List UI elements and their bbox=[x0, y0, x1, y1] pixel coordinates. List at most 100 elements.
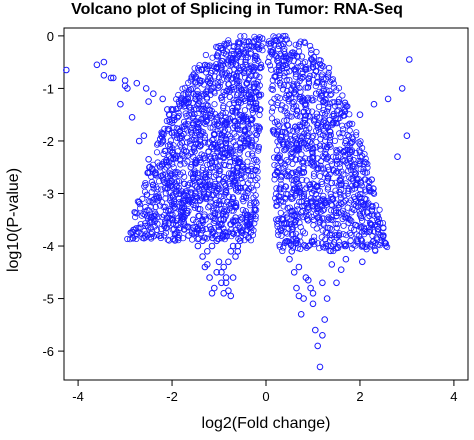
cloud-point bbox=[319, 109, 326, 117]
cloud-point bbox=[249, 39, 256, 46]
cloud-point bbox=[130, 235, 137, 242]
cloud-point bbox=[253, 131, 261, 138]
cloud-point bbox=[274, 220, 281, 227]
data-point bbox=[366, 184, 373, 192]
cloud-point bbox=[315, 165, 322, 172]
cloud-point bbox=[237, 135, 244, 142]
cloud-point bbox=[282, 183, 290, 190]
cloud-point bbox=[193, 229, 200, 236]
cloud-point bbox=[327, 216, 334, 223]
data-point bbox=[128, 114, 136, 121]
cloud-point bbox=[356, 141, 363, 148]
cloud-point bbox=[220, 49, 227, 57]
cloud-point bbox=[235, 47, 242, 55]
cloud-point bbox=[273, 69, 280, 76]
y-tick-label: -4 bbox=[42, 239, 54, 254]
cloud-point bbox=[248, 165, 255, 172]
cloud-point bbox=[206, 106, 213, 113]
data-point bbox=[232, 253, 239, 260]
cloud-point bbox=[259, 47, 266, 54]
cloud-point bbox=[328, 226, 335, 233]
cloud-point bbox=[274, 54, 282, 61]
cloud-point bbox=[199, 217, 206, 224]
data-point bbox=[361, 195, 369, 202]
cloud-point bbox=[245, 151, 252, 158]
cloud-point bbox=[320, 117, 328, 124]
cloud-point bbox=[207, 178, 214, 185]
data-point bbox=[100, 58, 108, 66]
cloud-point bbox=[237, 228, 244, 235]
x-axis-label: log2(Fold change) bbox=[201, 415, 331, 432]
cloud-point bbox=[336, 230, 343, 237]
cloud-point bbox=[318, 234, 325, 241]
data-point bbox=[164, 106, 171, 113]
data-point bbox=[213, 237, 220, 245]
cloud-point bbox=[236, 184, 243, 191]
cloud-point bbox=[221, 236, 228, 243]
cloud-point bbox=[224, 86, 232, 93]
data-point bbox=[107, 74, 115, 82]
cloud-point bbox=[229, 108, 236, 115]
data-point bbox=[187, 163, 195, 171]
cloud-point bbox=[306, 181, 314, 188]
cloud-point bbox=[143, 213, 151, 220]
cloud-point bbox=[279, 86, 287, 93]
cloud-point bbox=[357, 153, 364, 161]
cloud-point bbox=[349, 120, 356, 128]
cloud-point bbox=[204, 78, 212, 85]
cloud-point bbox=[273, 118, 281, 125]
cloud-point bbox=[161, 147, 168, 154]
data-point bbox=[150, 90, 157, 97]
data-point bbox=[157, 163, 164, 171]
cloud-point bbox=[199, 164, 206, 171]
cloud-point bbox=[254, 175, 261, 182]
cloud-point bbox=[291, 66, 298, 73]
cloud-point bbox=[249, 213, 256, 220]
data-point bbox=[229, 242, 237, 250]
data-point bbox=[300, 295, 307, 302]
cloud-point bbox=[214, 148, 221, 155]
cloud-point bbox=[348, 225, 355, 232]
cloud-point bbox=[224, 198, 231, 206]
cloud-point bbox=[194, 174, 202, 182]
data-point bbox=[314, 195, 322, 202]
cloud-point bbox=[245, 123, 252, 130]
cloud-point bbox=[199, 91, 206, 98]
cloud-point bbox=[374, 212, 382, 219]
cloud-point bbox=[288, 226, 295, 233]
cloud-point bbox=[244, 218, 251, 225]
cloud-point bbox=[339, 126, 347, 133]
cloud-point bbox=[239, 229, 246, 237]
cloud-point bbox=[200, 234, 207, 241]
cloud-point bbox=[272, 190, 280, 197]
cloud-point bbox=[166, 237, 173, 244]
cloud-point bbox=[218, 193, 225, 200]
data-point bbox=[337, 266, 345, 274]
cloud-point bbox=[289, 137, 296, 144]
cloud-point bbox=[223, 136, 230, 144]
cloud-point bbox=[255, 147, 262, 154]
cloud-point bbox=[324, 184, 332, 191]
cloud-point bbox=[382, 242, 389, 249]
cloud-point bbox=[233, 54, 240, 62]
cloud-point bbox=[329, 76, 337, 83]
cloud-point bbox=[179, 85, 186, 92]
cloud-point bbox=[348, 186, 356, 193]
cloud-point bbox=[334, 244, 341, 251]
cloud-point bbox=[214, 53, 222, 60]
cloud-point bbox=[239, 144, 246, 151]
cloud-point bbox=[318, 240, 326, 247]
cloud-point bbox=[383, 243, 391, 251]
cloud-point bbox=[142, 180, 149, 187]
cloud-point bbox=[302, 155, 309, 162]
cloud-point bbox=[219, 150, 226, 157]
cloud-point bbox=[279, 63, 286, 70]
cloud-point bbox=[297, 62, 304, 70]
cloud-point bbox=[249, 152, 256, 159]
data-point bbox=[234, 248, 242, 255]
cloud-point bbox=[171, 175, 178, 182]
cloud-point bbox=[282, 32, 289, 40]
data-point bbox=[286, 255, 293, 263]
cloud-point bbox=[374, 218, 382, 225]
cloud-point bbox=[227, 221, 234, 228]
